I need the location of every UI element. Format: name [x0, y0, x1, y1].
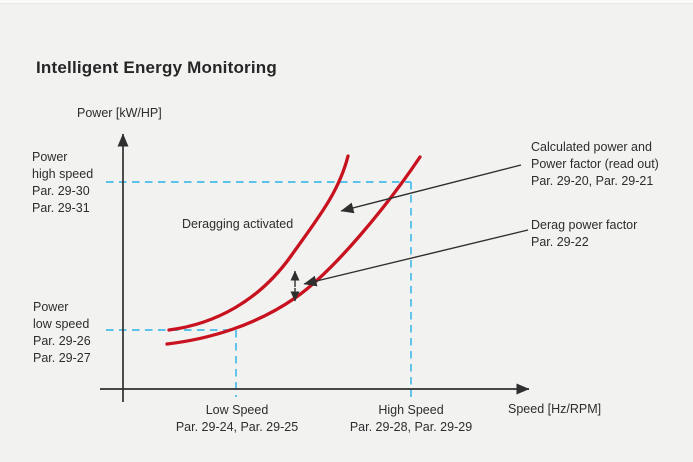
x-axis-label: Speed [Hz/RPM]: [508, 402, 602, 416]
label-high-speed: High Speed Par. 29-28, Par. 29-29: [350, 402, 472, 436]
figure-title: Intelligent Energy Monitoring: [36, 58, 277, 77]
label-line: Low Speed: [205, 403, 269, 417]
label-line: Par. 29-30: [32, 184, 90, 198]
label-line: Par. 29-26: [33, 334, 91, 348]
label-line: Par. 29-20, Par. 29-21: [531, 174, 654, 188]
label-line: low speed: [33, 317, 90, 331]
y-axis-label: Power [kW/HP]: [77, 106, 162, 120]
label-low-speed: Low Speed Par. 29-24, Par. 29-25: [176, 402, 298, 436]
label-line: Par. 29-27: [33, 351, 91, 365]
label-line: Derag power factor: [531, 218, 638, 232]
label-calculated-power: Calculated power and Power factor (read …: [531, 139, 659, 190]
label-line: Power: [32, 150, 68, 164]
label-line: Power factor (read out): [531, 157, 659, 171]
calculated-power-leader-arrow: [340, 164, 522, 214]
upper-power-curve: [167, 154, 350, 332]
label-line: Par. 29-24, Par. 29-25: [175, 420, 299, 434]
label-line: Par. 29-31: [32, 201, 90, 215]
label-line: High Speed: [378, 403, 444, 417]
label-deragging-activated: Deragging activated: [182, 217, 294, 231]
derag-power-factor-leader-arrow: [303, 229, 529, 287]
label-line: Par. 29-22: [531, 235, 589, 249]
label-line: high speed: [32, 167, 94, 181]
label-line: Par. 29-28, Par. 29-29: [349, 420, 473, 434]
label-line: Power: [33, 300, 69, 314]
label-power-low-speed: Power low speed Par. 29-26 Par. 29-27: [33, 299, 91, 367]
label-derag-power-factor: Derag power factor Par. 29-22: [531, 217, 637, 251]
label-line: Calculated power and: [531, 140, 652, 154]
label-power-high-speed: Power high speed Par. 29-30 Par. 29-31: [32, 149, 93, 217]
